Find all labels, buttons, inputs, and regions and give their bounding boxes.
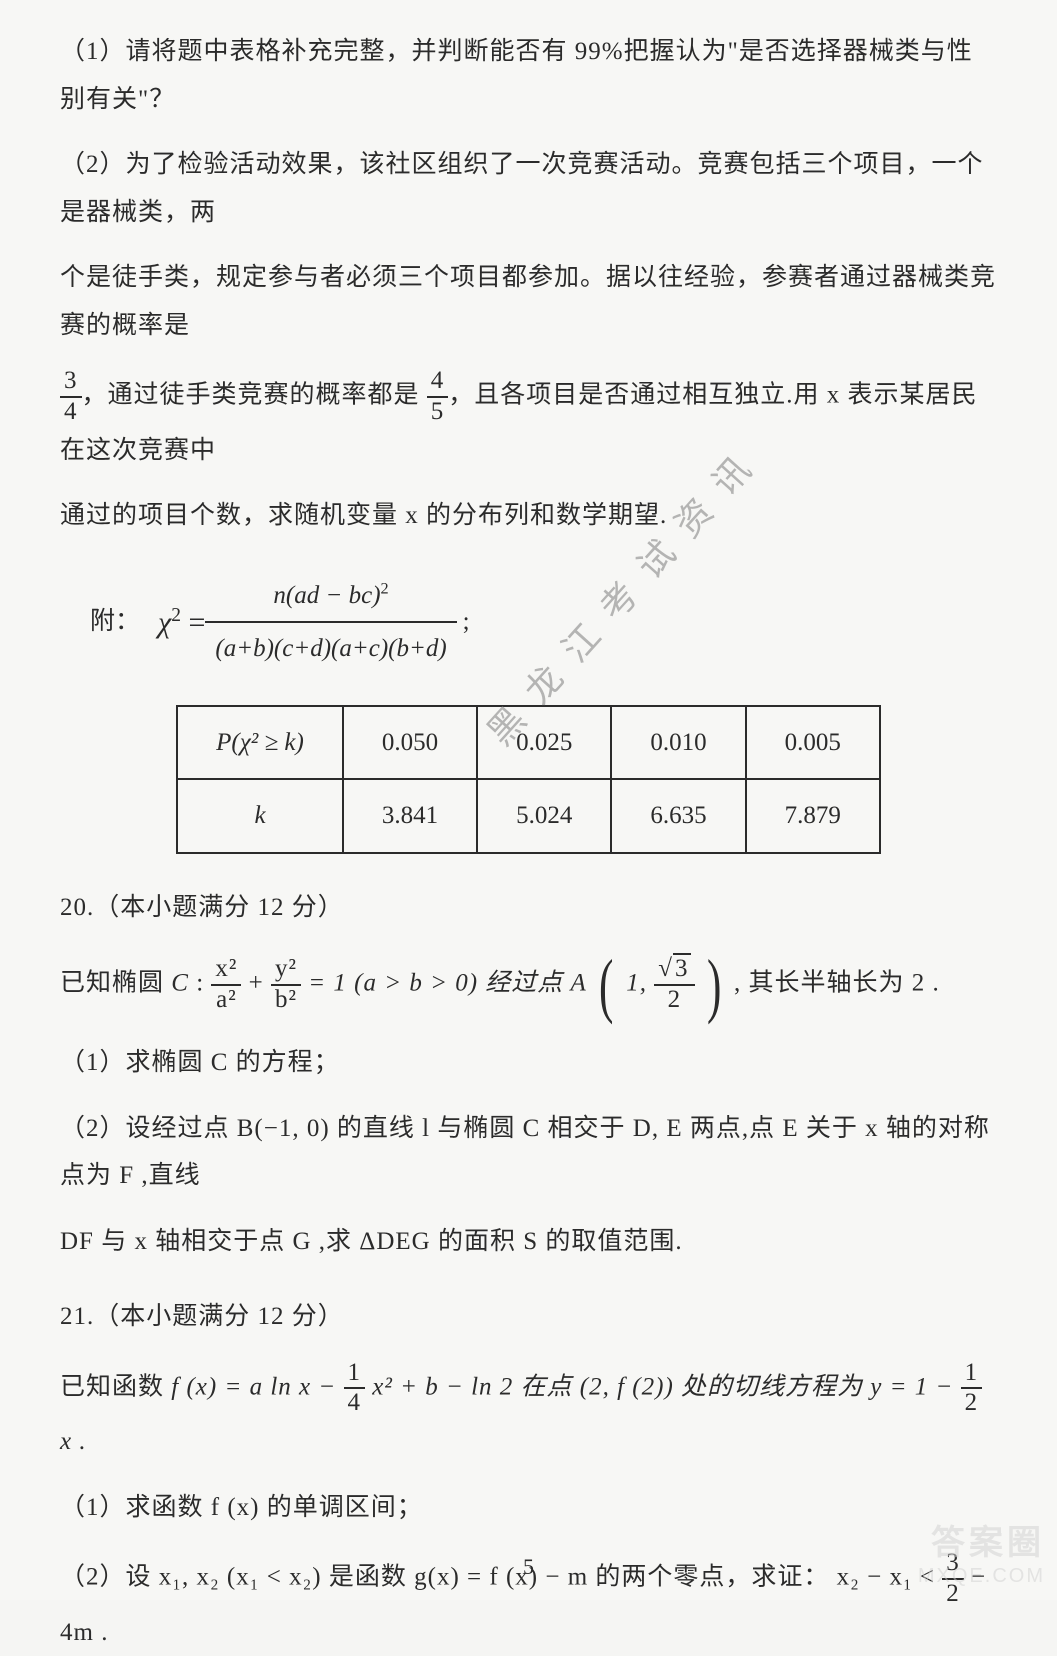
table-header-k: k: [177, 779, 343, 853]
fx-expr: f (x) = a ln x −: [171, 1373, 343, 1400]
q20-head: 20.（本小题满分 12 分）: [60, 884, 997, 932]
q21-part1: （1）求函数 f (x) 的单调区间；: [60, 1484, 997, 1532]
fraction-3-4: 3 4: [60, 367, 82, 427]
table-row: P(χ² ≥ k) 0.050 0.025 0.010 0.005: [177, 706, 880, 780]
fraction-1-4: 1 4: [344, 1359, 366, 1419]
text-segment: 已知椭圆: [60, 970, 164, 997]
ellipse-C: C: [171, 970, 189, 997]
chi-symbol: χ: [158, 606, 171, 639]
page-number: 5: [0, 1546, 1057, 1588]
exam-page: （1）请将题中表格补充完整，并判断能否有 99%把握认为"是否选择器械类与性别有…: [0, 0, 1057, 1600]
text-segment: x² + b − ln 2 在点 (2, f (2)) 处的切线方程为 y = …: [372, 1373, 960, 1400]
chi-square-formula: 附： χ2 = n(ad − bc)2 (a+b)(c+d)(a+c)(b+d)…: [90, 570, 997, 675]
corner-watermark-line2: MXQE.COM: [918, 1564, 1045, 1588]
chi-fraction: n(ad − bc)2 (a+b)(c+d)(a+c)(b+d): [205, 570, 456, 675]
table-row: k 3.841 5.024 6.635 7.879: [177, 779, 880, 853]
fraction-4-5: 4 5: [427, 367, 449, 427]
table-cell: 0.005: [746, 706, 880, 780]
q19-part1: （1）请将题中表格补充完整，并判断能否有 99%把握认为"是否选择器械类与性别有…: [60, 28, 997, 123]
table-header-p: P(χ² ≥ k): [177, 706, 343, 780]
text-segment: , 其长半轴长为 2 .: [734, 970, 940, 997]
fraction-x2-a2: x² a²: [211, 955, 241, 1015]
q20-ellipse-line: 已知椭圆 C : x² a² + y² b² = 1 (a > b > 0) 经…: [60, 949, 997, 1021]
q19-part2-line3: 3 4 ，通过徒手类竞赛的概率都是 4 5 ，且各项目是否通过相互独立.用 x …: [60, 367, 997, 474]
q19-part2-line1: （2）为了检验活动效果，该社区组织了一次竞赛活动。竞赛包括三个项目，一个是器械类…: [60, 141, 997, 236]
text-segment: ，通过徒手类竞赛的概率都是: [82, 381, 420, 408]
table-cell: 7.879: [746, 779, 880, 853]
table-cell: 6.635: [611, 779, 745, 853]
text-segment: = 1 (a > b > 0) 经过点: [308, 970, 570, 997]
point-A-coords: ( 1, 3 2 ): [594, 949, 727, 1021]
attach-label: 附：: [90, 598, 140, 646]
table-cell: 0.010: [611, 706, 745, 780]
q20-part2-line2: DF 与 x 轴相交于点 G ,求 ΔDEG 的面积 S 的取值范围.: [60, 1218, 997, 1266]
text-segment: x .: [60, 1428, 87, 1455]
chi-square-table: P(χ² ≥ k) 0.050 0.025 0.010 0.005 k 3.84…: [176, 705, 881, 854]
fraction-1-2: 1 2: [961, 1359, 983, 1419]
q21-head: 21.（本小题满分 12 分）: [60, 1293, 997, 1341]
corner-watermark-line1: 答案圈: [918, 1523, 1045, 1564]
q21-fx-line: 已知函数 f (x) = a ln x − 1 4 x² + b − ln 2 …: [60, 1359, 997, 1466]
point-A: A: [571, 970, 587, 997]
table-cell: 5.024: [477, 779, 611, 853]
table-cell: 0.025: [477, 706, 611, 780]
q20-part1: （1）求椭圆 C 的方程；: [60, 1039, 997, 1087]
table-cell: 0.050: [343, 706, 477, 780]
corner-watermark: 答案圈 MXQE.COM: [918, 1523, 1045, 1588]
fraction-y2-b2: y² b²: [271, 955, 301, 1015]
text-segment: 已知函数: [60, 1373, 171, 1400]
table-cell: 3.841: [343, 779, 477, 853]
q20-part2-line1: （2）设经过点 B(−1, 0) 的直线 l 与椭圆 C 相交于 D, E 两点…: [60, 1105, 997, 1200]
q19-part2-line2: 个是徒手类，规定参与者必须三个项目都参加。据以往经验，参赛者通过器械类竞赛的概率…: [60, 254, 997, 349]
q19-part2-line4: 通过的项目个数，求随机变量 x 的分布列和数学期望.: [60, 492, 997, 540]
